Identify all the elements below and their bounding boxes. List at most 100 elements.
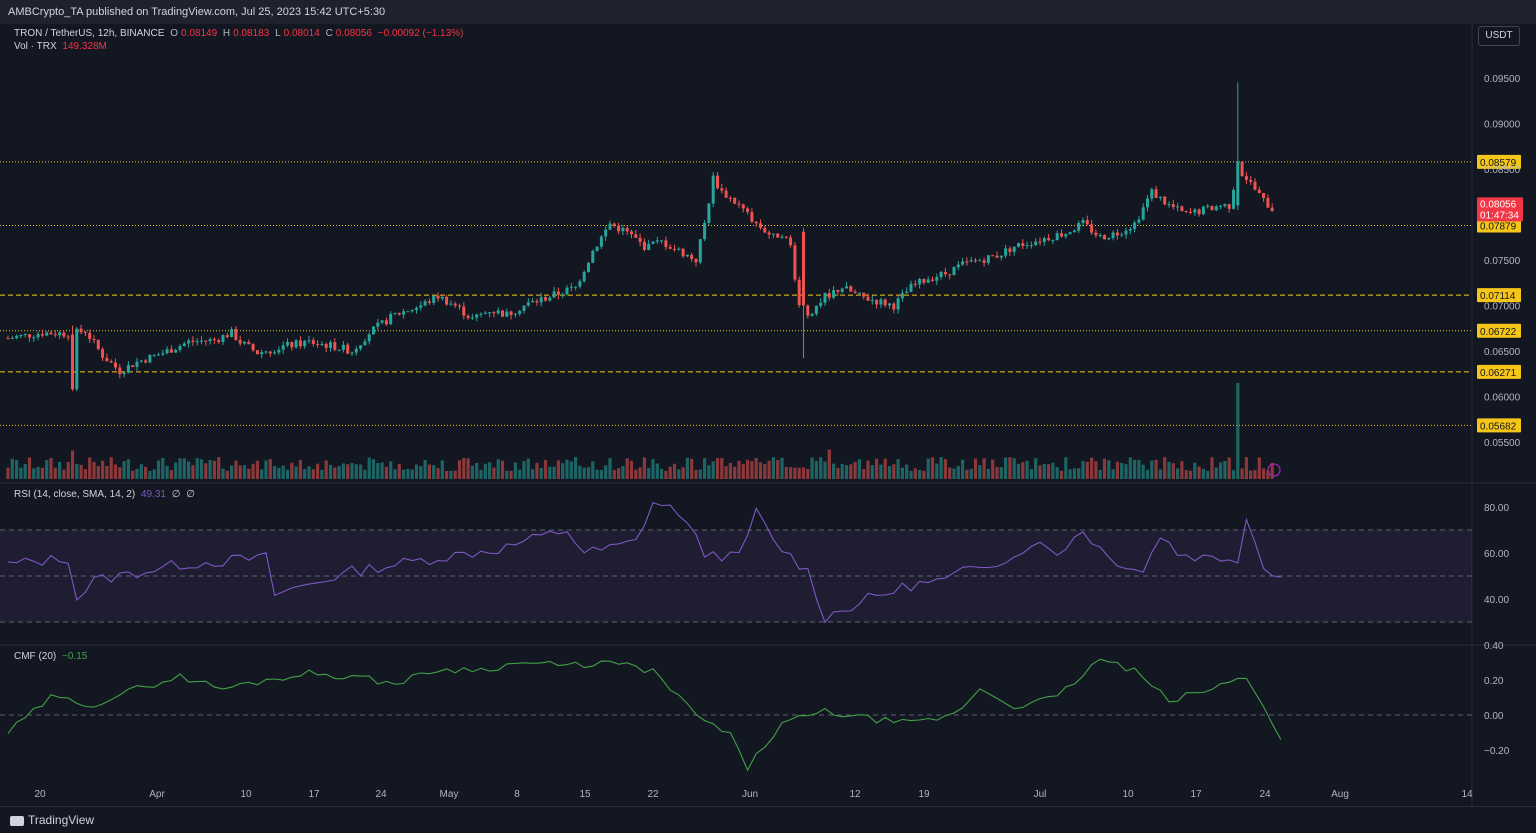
volume-bar: [427, 464, 431, 479]
candle: [483, 312, 487, 314]
volume-bar: [457, 460, 462, 479]
candle: [681, 248, 685, 257]
candle: [393, 312, 397, 314]
candle: [496, 310, 500, 314]
volume-bar: [1128, 457, 1132, 479]
volume-bar: [453, 470, 457, 479]
candle: [754, 221, 758, 224]
volume-bar: [853, 461, 857, 479]
candle: [1167, 204, 1171, 206]
lightning-icon[interactable]: [1267, 463, 1281, 477]
candle: [1223, 204, 1227, 207]
candle: [673, 248, 676, 250]
candle: [1038, 241, 1042, 243]
chart-canvas[interactable]: 0.08579 0.07879 0.07114 0.06722 0.06271 0.056…: [0, 24, 1536, 806]
volume-bar: [586, 467, 591, 479]
volume-bar: [986, 468, 990, 479]
volume-bar: [393, 469, 397, 479]
candle: [1214, 206, 1218, 211]
volume-bar: [234, 460, 238, 479]
candle: [1072, 230, 1076, 233]
volume-bar: [827, 449, 831, 479]
candle: [62, 332, 66, 337]
candle: [823, 292, 827, 303]
candle: [294, 340, 298, 348]
volume-bar: [1107, 460, 1111, 479]
candle: [698, 239, 702, 263]
currency-button[interactable]: USDT: [1478, 26, 1520, 46]
volume-bar: [995, 466, 999, 479]
volume-bar: [879, 464, 883, 479]
candle: [225, 335, 229, 338]
symbol-label[interactable]: TRON / TetherUS, 12h, BINANCE: [14, 28, 165, 39]
candle: [789, 237, 793, 246]
volume-bar: [565, 459, 569, 479]
rsi-label[interactable]: RSI (14, close, SMA, 14, 2): [14, 489, 136, 500]
volume-bar: [152, 469, 156, 479]
volume-bar: [500, 460, 505, 479]
candle: [169, 349, 173, 353]
volume-bar: [195, 458, 199, 479]
candle: [1060, 233, 1063, 237]
volume-bar: [410, 469, 414, 479]
volume-bar: [1085, 461, 1089, 479]
volume-bar: [728, 463, 732, 479]
candle: [1154, 189, 1158, 198]
volume-bar: [83, 469, 87, 479]
time-axis-tick: Aug: [1331, 789, 1349, 800]
candle: [178, 346, 182, 350]
level-price-label: 0.07114: [1480, 291, 1516, 302]
bar-countdown-label: 01:47:34: [1480, 210, 1519, 221]
candle: [737, 203, 741, 205]
volume-label[interactable]: Vol · TRX: [14, 41, 57, 52]
candle: [1146, 198, 1149, 208]
cmf-label[interactable]: CMF (20): [14, 651, 57, 662]
candle: [303, 340, 307, 347]
candle: [298, 340, 302, 347]
volume-bar: [285, 469, 290, 479]
volume-bar: [556, 460, 560, 479]
candle: [595, 246, 599, 251]
volume-bar: [113, 464, 118, 479]
candle: [1236, 161, 1240, 206]
candle: [1120, 234, 1124, 236]
candle: [655, 240, 659, 242]
candle: [948, 274, 952, 276]
candle: [539, 297, 543, 303]
volume-bar: [505, 470, 509, 479]
volume-bar: [311, 469, 315, 479]
price-axis-tick: 0.08500: [1484, 165, 1521, 176]
volume-bar: [569, 461, 573, 479]
candle: [1042, 238, 1046, 243]
volume-bar: [875, 458, 879, 479]
candle: [535, 301, 539, 303]
candle: [827, 292, 831, 298]
candle: [204, 340, 208, 342]
volume-bar: [720, 457, 724, 479]
candle: [879, 299, 883, 305]
volume-bar: [531, 469, 535, 479]
candle: [320, 343, 324, 345]
candle: [733, 197, 737, 204]
candle: [251, 344, 255, 351]
volume-bar: [1094, 461, 1098, 479]
candle: [1180, 206, 1184, 212]
volume-bar: [892, 464, 896, 479]
candle: [612, 223, 616, 226]
candle: [187, 340, 191, 344]
time-axis-tick: 10: [1122, 789, 1134, 800]
volume-bar: [1111, 469, 1115, 479]
candle: [462, 306, 466, 316]
candle: [776, 233, 780, 238]
tradingview-logo[interactable]: TradingView: [10, 813, 94, 827]
candle: [784, 236, 788, 238]
candle: [109, 361, 113, 363]
volume-bar: [1008, 457, 1012, 479]
volume-bar: [1240, 468, 1244, 479]
volume-bar: [350, 463, 354, 479]
candle: [810, 313, 814, 316]
volume-bar: [1090, 457, 1094, 479]
volume-bar: [1188, 470, 1193, 479]
volume-bar: [1051, 462, 1055, 479]
candle: [71, 334, 74, 390]
